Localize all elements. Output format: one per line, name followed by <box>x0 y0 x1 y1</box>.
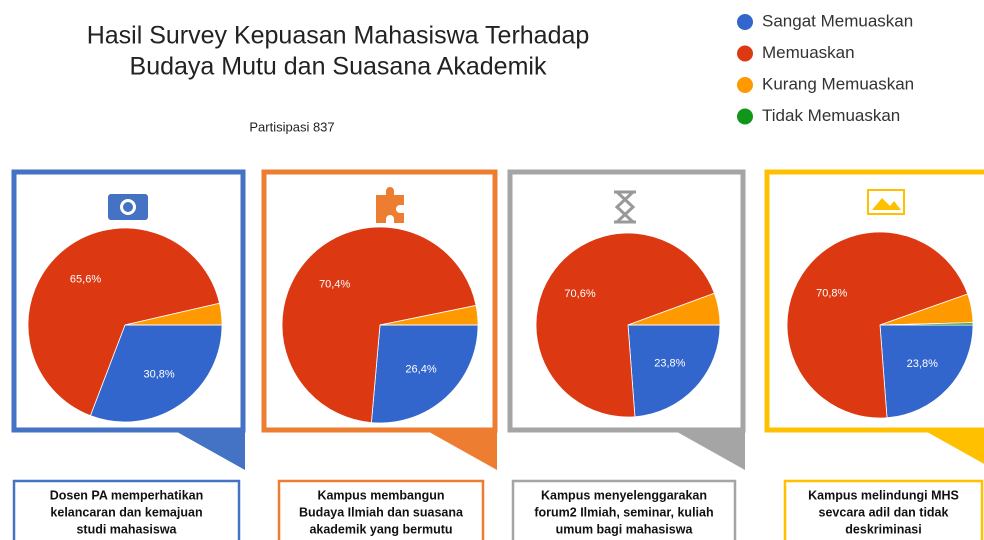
caption-line: sevcara adil dan tidak <box>819 505 949 519</box>
pie-slice <box>627 324 721 418</box>
pie-slice <box>535 232 715 418</box>
image-icon-shape <box>872 198 901 210</box>
caption-box <box>783 479 984 540</box>
caption-line: kelancaran dan kemajuan <box>50 505 202 519</box>
pie-slice <box>27 227 221 417</box>
title-line: Budaya Mutu dan Suasana Akademik <box>130 53 547 81</box>
caption-line: Budaya Ilmiah dan suasana <box>299 505 464 519</box>
slice-label: 65,6% <box>70 274 101 286</box>
camera-lens <box>123 202 133 212</box>
caption-line: Kampus membangun <box>317 488 444 502</box>
caption-box <box>511 479 737 540</box>
panel-tail <box>170 428 245 470</box>
slice-label: 70,8% <box>816 287 847 299</box>
legend-label: Memuaskan <box>762 43 855 62</box>
pie-slice <box>879 324 974 419</box>
legend-swatch <box>737 77 753 93</box>
legend-label: Tidak Memuaskan <box>762 106 900 125</box>
slice-label: 30,8% <box>144 368 175 380</box>
legend-label: Kurang Memuaskan <box>762 74 914 93</box>
slice-label: 70,6% <box>564 288 595 300</box>
caption-line: deskriminasi <box>845 522 921 536</box>
pie-slice <box>89 324 223 423</box>
legend-swatch <box>737 14 753 30</box>
caption-box <box>277 479 485 540</box>
panel-frame <box>507 169 746 433</box>
slice-label: 23,8% <box>907 358 938 370</box>
panel-frame <box>11 169 246 433</box>
pie-slice <box>370 324 479 424</box>
caption-box <box>12 479 241 540</box>
icons <box>108 187 905 224</box>
panel-tail <box>670 428 745 470</box>
panel-frame <box>261 169 498 433</box>
slice-label: 23,8% <box>654 358 685 370</box>
legend-swatch <box>737 45 753 62</box>
caption-line: Kampus menyelenggarakan <box>541 488 707 502</box>
caption-line: Kampus melindungi MHS <box>808 488 959 502</box>
puzzle-icon <box>376 187 404 223</box>
image-icon <box>867 189 905 215</box>
hourglass-icon <box>614 190 636 224</box>
legend-label: Sangat Memuaskan <box>762 11 913 30</box>
caption-line: studi mahasiswa <box>76 522 177 536</box>
title-line: Hasil Survey Kepuasan Mahasiswa Terhadap <box>87 22 590 50</box>
caption-line: akademik yang bermutu <box>309 522 452 536</box>
panel-frame <box>764 169 984 433</box>
slice-label: 26,4% <box>405 364 436 376</box>
legend-swatch <box>737 108 753 125</box>
subtitle: Partisipasi 837 <box>249 119 334 134</box>
panel-tail <box>422 428 497 470</box>
caption-line: Dosen PA memperhatikan <box>50 488 204 502</box>
pie-slice <box>786 231 969 419</box>
slice-label: 70,4% <box>319 278 350 290</box>
panel-tail <box>920 428 984 464</box>
caption-line: forum2 Ilmiah, seminar, kuliah <box>534 505 713 519</box>
pie-slice <box>879 322 974 326</box>
pie-slice <box>281 226 477 424</box>
caption-line: umum bagi mahasiswa <box>556 522 694 536</box>
